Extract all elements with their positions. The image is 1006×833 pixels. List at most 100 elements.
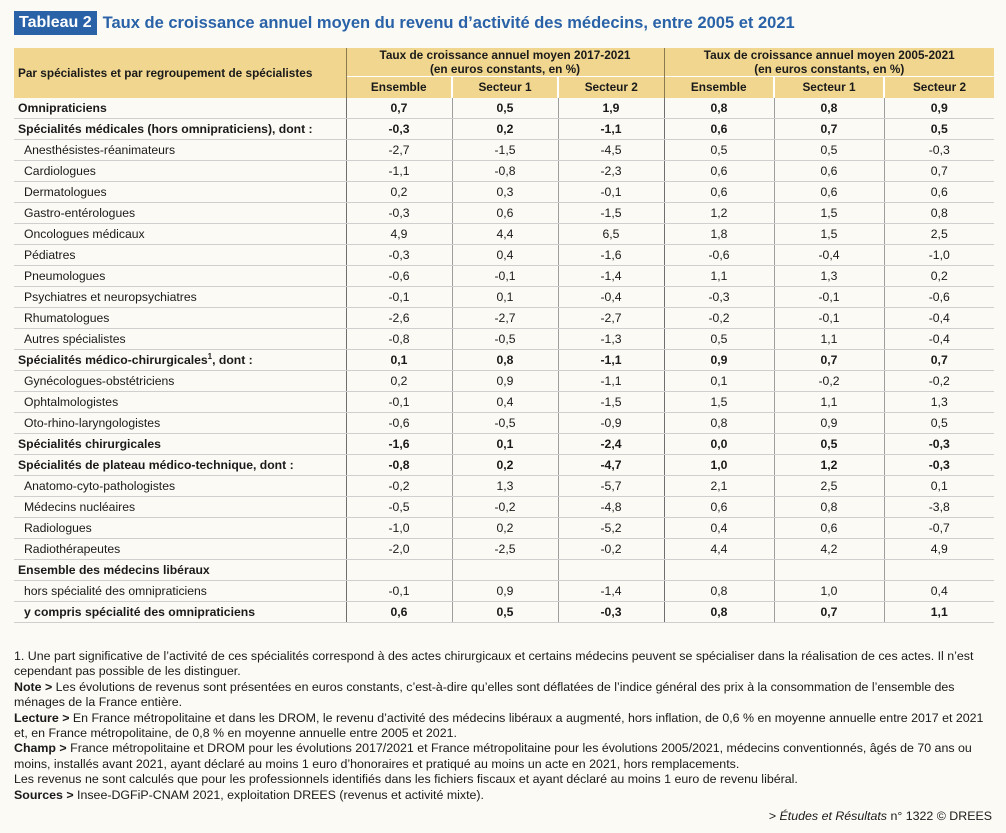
value-cell: -0,7 — [884, 518, 994, 539]
value-cell: 0,6 — [774, 182, 884, 203]
table-row: y compris spécialité des omnipraticiens 0… — [14, 602, 994, 623]
value-cell: -1,5 — [558, 203, 664, 224]
row-label: Ensemble des médecins libéraux — [14, 560, 346, 581]
row-header-label: Par spécialistes et par regroupement de … — [14, 48, 346, 98]
note-label: Sources > — [14, 788, 74, 802]
table-row: Ensemble des médecins libéraux — [14, 560, 994, 581]
source-prefix: > — [769, 809, 780, 823]
row-label-text: Anatomo-cyto-pathologistes — [24, 479, 175, 493]
value-cell: 0,5 — [774, 434, 884, 455]
value-cell: -0,6 — [346, 413, 452, 434]
column-group-2017-2021: Taux de croissance annuel moyen 2017-202… — [346, 48, 664, 77]
value-cell: 0,9 — [774, 413, 884, 434]
row-label: Oto-rhino-laryngologistes — [14, 413, 346, 434]
row-label: Dermatologues — [14, 182, 346, 203]
table-row: Cardiologues -1,1 -0,8 -2,3 0,6 0,6 0,7 — [14, 161, 994, 182]
value-cell: 1,3 — [884, 392, 994, 413]
value-cell: 0,1 — [664, 371, 774, 392]
value-cell: -2,7 — [346, 140, 452, 161]
value-cell — [558, 560, 664, 581]
value-cell: 0,8 — [774, 497, 884, 518]
row-label-text: Spécialités médicales (hors omnipraticie… — [18, 122, 313, 136]
value-cell: 0,7 — [884, 350, 994, 371]
row-label-text: Spécialités médico-chirurgicales — [18, 354, 208, 368]
row-label-suffix: , dont : — [212, 354, 253, 368]
value-cell: -0,6 — [664, 245, 774, 266]
row-label: Anatomo-cyto-pathologistes — [14, 476, 346, 497]
subheader-secteur-1: Secteur 1 — [452, 77, 558, 98]
value-cell — [664, 560, 774, 581]
value-cell: -0,5 — [452, 413, 558, 434]
note-text: 1. Une part significative de l’activité … — [14, 649, 973, 678]
row-label: Spécialités chirurgicales — [14, 434, 346, 455]
value-cell: -0,3 — [884, 455, 994, 476]
table-row: Spécialités médicales (hors omnipraticie… — [14, 119, 994, 140]
table-row: Dermatologues 0,2 0,3 -0,1 0,6 0,6 0,6 — [14, 182, 994, 203]
value-cell: 0,6 — [664, 119, 774, 140]
group-unit-line: (en euros constants, en %) — [351, 62, 660, 76]
note-text: En France métropolitaine et dans les DRO… — [14, 711, 983, 740]
value-cell: 0,9 — [664, 350, 774, 371]
row-label-text: Radiologues — [24, 521, 92, 535]
note-text: Insee-DGFiP-CNAM 2021, exploitation DREE… — [74, 788, 484, 802]
value-cell: -0,2 — [558, 539, 664, 560]
table-row: Gastro-entérologues -0,3 0,6 -1,5 1,2 1,5 0,8 — [14, 203, 994, 224]
table-row: Anesthésistes-réanimateurs -2,7 -1,5 -4,5 0,… — [14, 140, 994, 161]
value-cell: -2,3 — [558, 161, 664, 182]
value-cell: -0,2 — [664, 308, 774, 329]
value-cell: -1,6 — [558, 245, 664, 266]
value-cell: -2,0 — [346, 539, 452, 560]
table-row: Radiothérapeutes -2,0 -2,5 -0,2 4,4 4,2 4,9 — [14, 539, 994, 560]
note-paragraph: 1. Une part significative de l’activité … — [14, 649, 994, 680]
note-paragraph: Champ > France métropolitaine et DROM po… — [14, 741, 994, 772]
value-cell: 1,2 — [664, 203, 774, 224]
row-label: Cardiologues — [14, 161, 346, 182]
value-cell: -0,3 — [884, 434, 994, 455]
value-cell: -0,1 — [346, 287, 452, 308]
table-body: Omnipraticiens 0,7 0,5 1,9 0,8 0,8 0,9 Spéciali… — [14, 98, 994, 623]
value-cell: 1,5 — [774, 224, 884, 245]
value-cell: 0,9 — [452, 371, 558, 392]
value-cell — [346, 560, 452, 581]
value-cell — [774, 560, 884, 581]
row-label-text: Cardiologues — [24, 164, 96, 178]
value-cell: 0,7 — [774, 350, 884, 371]
row-label-text: Psychiatres et neuropsychiatres — [24, 290, 197, 304]
row-label: Gynécologues-obstétriciens — [14, 371, 346, 392]
value-cell: 0,9 — [452, 581, 558, 602]
value-cell: 0,6 — [452, 203, 558, 224]
value-cell: -0,8 — [346, 329, 452, 350]
value-cell: 0,2 — [452, 455, 558, 476]
value-cell: -4,7 — [558, 455, 664, 476]
value-cell: -0,2 — [774, 371, 884, 392]
value-cell: -1,0 — [884, 245, 994, 266]
row-label: y compris spécialité des omnipraticiens — [14, 602, 346, 623]
subheader-secteur-2: Secteur 2 — [558, 77, 664, 98]
value-cell: -1,1 — [558, 350, 664, 371]
value-cell: 0,2 — [452, 518, 558, 539]
value-cell: -4,5 — [558, 140, 664, 161]
value-cell: 0,7 — [774, 119, 884, 140]
value-cell: -5,2 — [558, 518, 664, 539]
value-cell: -2,4 — [558, 434, 664, 455]
value-cell: -0,1 — [346, 392, 452, 413]
row-label: Ophtalmologistes — [14, 392, 346, 413]
group-title-line: Taux de croissance annuel moyen 2005-202… — [669, 48, 991, 62]
value-cell: -0,2 — [884, 371, 994, 392]
value-cell: -2,7 — [452, 308, 558, 329]
value-cell: 0,6 — [346, 602, 452, 623]
value-cell: -2,5 — [452, 539, 558, 560]
row-label-text: Dermatologues — [24, 185, 107, 199]
value-cell: 1,1 — [884, 602, 994, 623]
table-row: Psychiatres et neuropsychiatres -0,1 0,1 -0… — [14, 287, 994, 308]
growth-rate-table: Par spécialistes et par regroupement de … — [14, 48, 994, 623]
table-row: Omnipraticiens 0,7 0,5 1,9 0,8 0,8 0,9 — [14, 98, 994, 119]
note-text: France métropolitaine et DROM pour les é… — [14, 741, 972, 770]
row-label: Rhumatologues — [14, 308, 346, 329]
value-cell: -0,1 — [346, 581, 452, 602]
value-cell: -5,7 — [558, 476, 664, 497]
value-cell: 4,4 — [664, 539, 774, 560]
row-label: Oncologues médicaux — [14, 224, 346, 245]
value-cell: 0,8 — [664, 413, 774, 434]
value-cell: -0,1 — [452, 266, 558, 287]
